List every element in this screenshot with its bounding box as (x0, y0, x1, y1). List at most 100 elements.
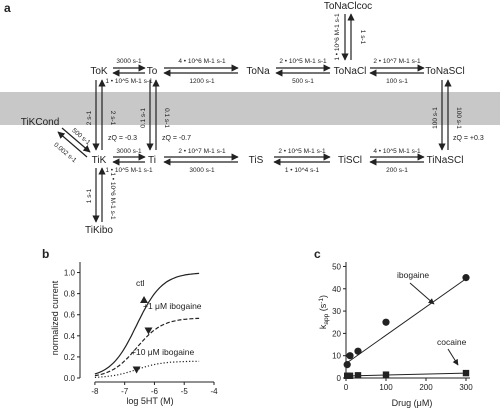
charge-tonascl-tinascl: zQ = +0.3 (453, 135, 484, 142)
chart-b-marker (140, 296, 149, 304)
rate-tonacl-tonascl-rev: 100 s-1 (386, 78, 408, 85)
chart-c-point (354, 347, 362, 355)
rate-tona-tonacl-rev: 500 s-1 (292, 78, 314, 85)
chart-b-ytick-label: 0.2 (64, 353, 76, 362)
rate-ibo-b: 1 • 10^6 M-1 s-1 (109, 172, 116, 220)
rate-coc-on: 1 • 10^6 M-1 s-1 (334, 13, 341, 61)
chart-c-ytick-label: 50 (332, 262, 341, 271)
chart-b-xlabel: log 5HT (M) (126, 396, 173, 406)
chart-b-curve (94, 272, 200, 375)
rate-tik-ti-fwd: 3000 s-1 (116, 148, 142, 155)
chart-c-xlabel: Drug (μM) (392, 398, 433, 408)
rate-tok-tik-b: 2 s-1 (109, 111, 116, 126)
chart-b-ytick-label: 0.6 (64, 311, 76, 320)
state-tonascl: ToNaSCl (425, 66, 464, 77)
chart-b-axes (79, 262, 214, 383)
legend-label-cocaine: cocaine (437, 337, 467, 347)
membrane-band (0, 92, 500, 125)
rate-coc-off: 1 s-1 (359, 30, 366, 45)
arrows-vertical (92, 13, 452, 223)
chart-c-ticks: 0 10 20 30 40 50 0 100 200 300 (332, 262, 473, 392)
chart-b-ytick-label: 1.0 (64, 269, 76, 278)
chart-b-curves (94, 272, 200, 378)
chart-c-xtick-label: 300 (459, 383, 473, 392)
state-to: To (147, 66, 158, 77)
arrows-bottom-row (112, 153, 425, 166)
chart-c-ytick-label: 40 (332, 285, 341, 294)
state-tok: ToK (90, 66, 108, 77)
arrows-diagonal (57, 127, 91, 158)
chart-b-ytick-label: 0.4 (64, 332, 76, 341)
rate-tok-tik-a: 2 s-1 (86, 110, 93, 125)
rate-cond-b: 0.002 s-1 (52, 141, 78, 164)
callout-arrows (409, 282, 459, 366)
chart-c-fits (345, 278, 467, 377)
state-tiscl: TiSCl (338, 155, 362, 166)
chart-c-ytick-label: 0 (337, 374, 342, 383)
chart-c-point (462, 274, 470, 282)
chart-c-point (382, 371, 390, 378)
chart-b-curve (94, 317, 200, 377)
panel-b-label: b (42, 247, 49, 261)
state-tis: TiS (249, 155, 264, 166)
rate-ibo-a: 1 s-1 (86, 188, 93, 203)
charge-tok-tik: zQ = -0.3 (108, 135, 137, 142)
rate-to-tona-rev: 1200 s-1 (189, 78, 215, 85)
chart-c-ytick-label: 30 (332, 307, 341, 316)
chart-c-xtick-label: 200 (419, 383, 433, 392)
rate-to-ti-a: 0.1 s-1 (140, 108, 147, 128)
chart-c-xtick-label: 100 (379, 383, 393, 392)
chart-c-point (343, 361, 351, 369)
chart-b-curve (94, 360, 200, 378)
chart-b-xtick-label: -7 (121, 387, 129, 396)
rate-tiscl-tinascl-fwd: 4 • 10^5 M-1 s-1 (373, 148, 421, 155)
rate-tiscl-tinascl-rev: 200 s-1 (386, 167, 408, 174)
chart-b-ticks: 0.0 0.2 0.4 0.6 0.8 1.0 -8 -7 -6 -5 -4 (64, 269, 218, 396)
chart-b-ytick-label: 0.0 (64, 374, 76, 383)
state-tikibo: TiKibo (85, 225, 113, 236)
chart-c-point (354, 372, 362, 379)
state-tik: TiK (92, 155, 107, 166)
rate-tis-tiscl-rev: 1 • 10^4 s-1 (285, 167, 320, 174)
rate-tona-tonacl-fwd: 2 • 10^5 M-1 s-1 (279, 58, 327, 65)
chart-c-point (346, 372, 354, 379)
annotation-ctl: ctl (136, 278, 145, 288)
annotation-10um-ibogaine: +10 μM ibogaine (131, 347, 195, 357)
rate-tik-ti-rev: 1 • 10^5 M-1 s-1 (105, 167, 153, 174)
rate-to-tona-fwd: 4 • 10^6 M-1 s-1 (178, 58, 226, 65)
rate-to-ti-b: 0.1 s-1 (163, 108, 170, 128)
chart-c-ylabel: kapp (s-1) (318, 295, 330, 329)
panel-c-label: c (314, 247, 321, 261)
rate-tonascl-tinascl-a: 100 s-1 (432, 107, 439, 129)
chart-c-fit-line (345, 278, 467, 364)
rate-tok-to-fwd: 3000 s-1 (116, 58, 142, 65)
rate-ti-tis-rev: 3000 s-1 (189, 167, 215, 174)
state-tona: ToNa (246, 66, 270, 77)
chart-c-fit-line (345, 372, 467, 377)
state-tonaclcoc: ToNaClcoc (324, 1, 372, 12)
chart-b-ylabel: normalized current (50, 280, 60, 355)
rate-tok-to-rev: 1 • 10^5 M-1 s-1 (105, 78, 153, 85)
state-tinascl: TiNaSCl (427, 155, 464, 166)
legend-label-ibogaine: ibogaine (397, 270, 429, 280)
chart-c-point (462, 369, 470, 377)
state-tonacl: ToNaCl (334, 66, 367, 77)
arrows-top-row (112, 64, 425, 77)
panel-b: b 0.0 0.2 0.4 0.6 0.8 1.0 -8 -7 -6 -5 -4 normalize… (42, 247, 218, 406)
chart-c-point (346, 352, 354, 360)
charge-to-ti: zQ = -0.7 (162, 135, 191, 142)
panel-c: c 0 10 20 30 40 50 0 100 200 300 kapp (s-1) Drug … (314, 247, 473, 408)
rate-tonascl-tinascl-b: 100 s-1 (455, 107, 462, 129)
state-tikcond: TiKCond (21, 117, 60, 128)
annotation-1um-ibogaine: +1 μM ibogaine (143, 301, 202, 311)
chart-b-ytick-label: 0.8 (64, 290, 76, 299)
chart-c-point (382, 318, 390, 326)
panel-a: a ToNaClcoc ToK To ToNa ToNaCl ToNaSCl T… (0, 1, 500, 236)
chart-b-marker (132, 366, 141, 374)
chart-b-xtick-label: -5 (181, 387, 189, 396)
panel-a-label: a (4, 1, 11, 15)
rate-ti-tis-fwd: 2 • 10^7 M-1 s-1 (178, 148, 226, 155)
chart-c-ytick-label: 20 (332, 329, 341, 338)
state-ti: Ti (148, 155, 156, 166)
